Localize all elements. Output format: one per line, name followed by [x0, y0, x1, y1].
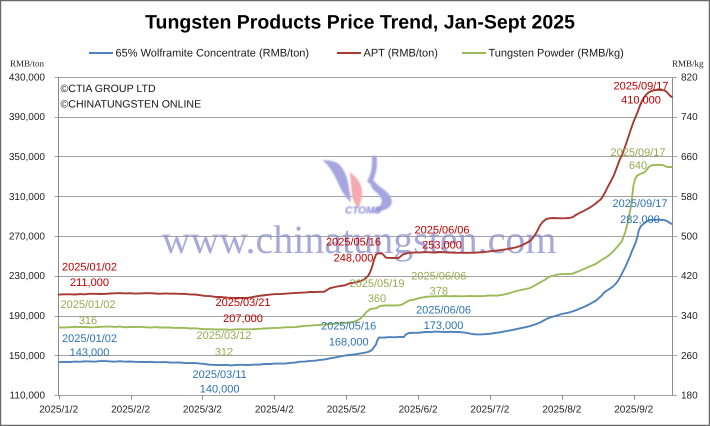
svg-text:310,000: 310,000	[9, 192, 46, 203]
svg-text:140,000: 140,000	[200, 384, 240, 396]
svg-text:248,000: 248,000	[334, 253, 374, 265]
svg-text:APT (RMB/ton): APT (RMB/ton)	[364, 48, 438, 60]
svg-text:260: 260	[681, 351, 698, 362]
svg-text:2025/09/17: 2025/09/17	[612, 198, 667, 210]
svg-text:Tungsten Products Price Trend,: Tungsten Products Price Trend, Jan-Sept …	[145, 12, 575, 34]
svg-text:2025/06/06: 2025/06/06	[414, 225, 469, 237]
svg-text:2025/05/19: 2025/05/19	[349, 278, 404, 290]
svg-text:Tungsten Powder (RMB/kg): Tungsten Powder (RMB/kg)	[489, 48, 624, 60]
svg-text:65% Wolframite Concentrate (RM: 65% Wolframite Concentrate (RMB/ton)	[116, 48, 310, 60]
svg-text:230,000: 230,000	[9, 271, 46, 282]
svg-text:640: 640	[629, 160, 647, 172]
svg-text:RMB/ton: RMB/ton	[10, 59, 45, 69]
svg-text:2025/3/2: 2025/3/2	[183, 405, 222, 416]
svg-text:2025/09/17: 2025/09/17	[610, 147, 665, 159]
svg-text:2025/09/17: 2025/09/17	[613, 81, 668, 93]
svg-text:312: 312	[215, 347, 233, 359]
svg-text:253,000: 253,000	[422, 240, 462, 252]
svg-text:390,000: 390,000	[9, 112, 46, 123]
svg-text:740: 740	[681, 112, 698, 123]
svg-text:350,000: 350,000	[9, 152, 46, 163]
svg-text:190,000: 190,000	[9, 311, 46, 322]
svg-text:270,000: 270,000	[9, 232, 46, 243]
svg-text:143,000: 143,000	[70, 347, 110, 359]
svg-text:500: 500	[681, 232, 698, 243]
svg-text:CTOMS: CTOMS	[345, 206, 381, 217]
svg-text:2025/03/12: 2025/03/12	[196, 330, 251, 342]
svg-text:2025/6/2: 2025/6/2	[399, 405, 438, 416]
svg-text:www.chinatungsten.com: www.chinatungsten.com	[161, 217, 556, 262]
svg-text:©CTIA GROUP LTD: ©CTIA GROUP LTD	[61, 83, 156, 95]
svg-text:410,000: 410,000	[621, 95, 661, 107]
svg-text:2025/8/2: 2025/8/2	[542, 405, 581, 416]
svg-text:2025/03/21: 2025/03/21	[215, 297, 270, 309]
svg-text:340: 340	[681, 311, 698, 322]
svg-text:2025/01/02: 2025/01/02	[62, 262, 117, 274]
svg-text:378: 378	[430, 286, 448, 298]
svg-text:2025/01/02: 2025/01/02	[62, 333, 117, 345]
svg-text:168,000: 168,000	[329, 336, 369, 348]
svg-text:2025/1/2: 2025/1/2	[39, 405, 78, 416]
svg-text:180: 180	[681, 391, 698, 402]
svg-text:2025/4/2: 2025/4/2	[255, 405, 294, 416]
svg-text:2025/7/2: 2025/7/2	[470, 405, 509, 416]
svg-text:316: 316	[79, 315, 97, 327]
svg-text:211,000: 211,000	[70, 277, 109, 289]
svg-text:110,000: 110,000	[10, 391, 46, 402]
svg-text:RMB/kg: RMB/kg	[672, 59, 704, 69]
svg-text:660: 660	[681, 152, 698, 163]
svg-text:2025/06/06: 2025/06/06	[411, 271, 466, 283]
svg-text:820: 820	[681, 73, 698, 84]
svg-text:580: 580	[681, 192, 698, 203]
svg-text:207,000: 207,000	[223, 313, 263, 325]
svg-text:©CHINATUNGSTEN ONLINE: ©CHINATUNGSTEN ONLINE	[61, 99, 202, 111]
svg-text:2025/2/2: 2025/2/2	[111, 405, 150, 416]
svg-text:2025/05/16: 2025/05/16	[321, 320, 376, 332]
svg-text:2025/05/16: 2025/05/16	[326, 237, 381, 249]
svg-text:360: 360	[368, 293, 386, 305]
svg-text:430,000: 430,000	[9, 73, 46, 84]
svg-text:2025/9/2: 2025/9/2	[614, 405, 653, 416]
svg-text:2025/03/11: 2025/03/11	[192, 369, 246, 381]
svg-text:2025/5/2: 2025/5/2	[327, 405, 366, 416]
svg-text:420: 420	[681, 271, 698, 282]
svg-text:173,000: 173,000	[424, 320, 464, 332]
svg-text:2025/06/06: 2025/06/06	[416, 305, 471, 317]
svg-text:2025/01/02: 2025/01/02	[60, 299, 115, 311]
svg-text:282,000: 282,000	[620, 214, 660, 226]
svg-text:150,000: 150,000	[9, 351, 46, 362]
